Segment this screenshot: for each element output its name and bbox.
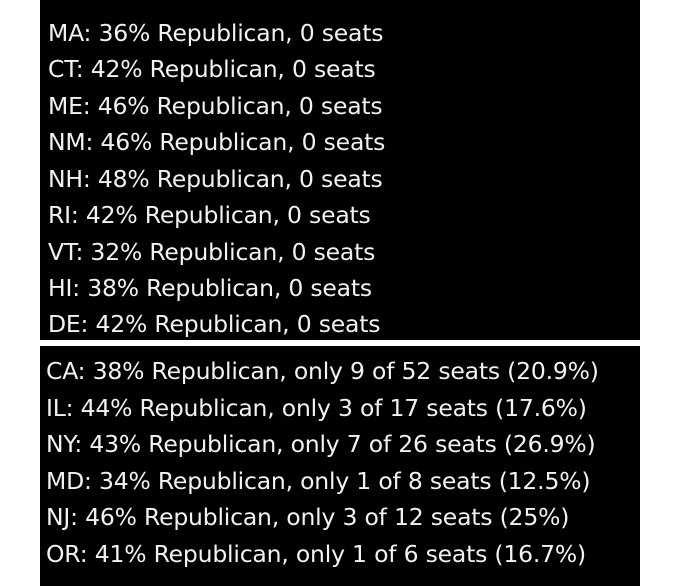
zero-seat-states-panel: MA: 36% Republican, 0 seats CT: 42% Repu… bbox=[40, 0, 640, 340]
state-line-hi: HI: 38% Republican, 0 seats bbox=[48, 274, 372, 302]
state-line-nh: NH: 48% Republican, 0 seats bbox=[48, 165, 383, 193]
state-line-me: ME: 46% Republican, 0 seats bbox=[48, 92, 383, 120]
state-line-ct: CT: 42% Republican, 0 seats bbox=[48, 55, 376, 83]
state-line-il: IL: 44% Republican, only 3 of 17 seats (… bbox=[46, 394, 587, 422]
state-line-ma: MA: 36% Republican, 0 seats bbox=[48, 19, 384, 47]
state-line-nj: NJ: 46% Republican, only 3 of 12 seats (… bbox=[46, 503, 570, 531]
state-line-ny: NY: 43% Republican, only 7 of 26 seats (… bbox=[46, 430, 596, 458]
state-line-ca: CA: 38% Republican, only 9 of 52 seats (… bbox=[46, 357, 599, 385]
state-line-de: DE: 42% Republican, 0 seats bbox=[48, 310, 381, 338]
state-line-ri: RI: 42% Republican, 0 seats bbox=[48, 201, 371, 229]
few-seat-states-panel: CA: 38% Republican, only 9 of 52 seats (… bbox=[40, 346, 640, 586]
state-line-nm: NM: 46% Republican, 0 seats bbox=[48, 128, 386, 156]
state-line-md: MD: 34% Republican, only 1 of 8 seats (1… bbox=[46, 467, 591, 495]
state-line-or: OR: 41% Republican, only 1 of 6 seats (1… bbox=[46, 540, 587, 568]
state-line-vt: VT: 32% Republican, 0 seats bbox=[48, 238, 376, 266]
